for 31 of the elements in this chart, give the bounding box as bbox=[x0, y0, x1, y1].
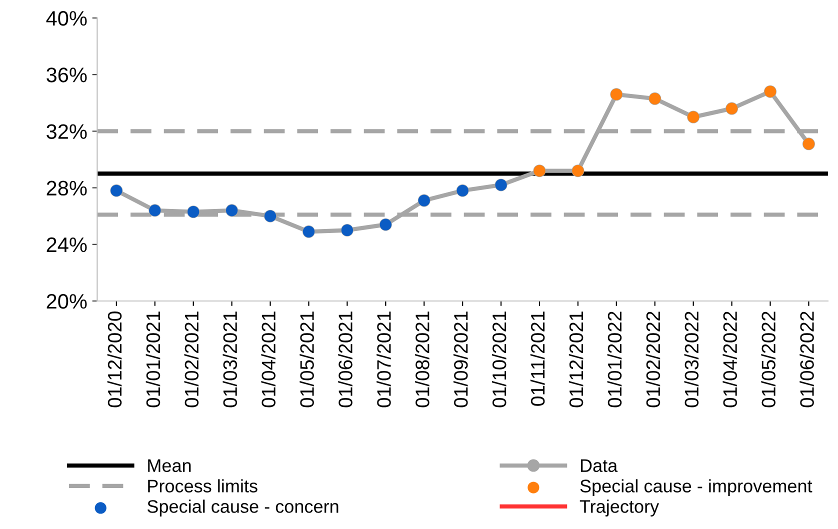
x-tick-label: 01/01/2021 bbox=[146, 312, 160, 408]
x-tick-label: 01/05/2022 bbox=[761, 312, 776, 408]
y-tick-label: 40% bbox=[46, 10, 87, 26]
x-tick-label: 01/12/2020 bbox=[107, 311, 122, 408]
x-tick-label: 01/10/2021 bbox=[492, 312, 506, 408]
legend-label: Process limits bbox=[148, 479, 258, 492]
y-tick-label: 28% bbox=[46, 180, 87, 196]
legend-label: Mean bbox=[148, 459, 191, 472]
y-tick-label: 24% bbox=[46, 237, 87, 252]
x-tick-label: 01/02/2021 bbox=[184, 312, 199, 408]
x-tick-label: 01/11/2021 bbox=[530, 312, 545, 406]
y-tick-label: 32% bbox=[46, 124, 87, 139]
x-tick-label: 01/06/2021 bbox=[338, 312, 352, 408]
x-tick-label: 01/07/2021 bbox=[376, 312, 391, 408]
x-tick-label: 01/05/2021 bbox=[300, 312, 314, 408]
y-tick-label: 20% bbox=[46, 294, 87, 309]
x-tick-label: 01/03/2022 bbox=[684, 312, 699, 408]
x-tick-label: 01/04/2022 bbox=[722, 312, 738, 408]
legend-label: Data bbox=[580, 459, 618, 472]
x-tick-label: 01/02/2022 bbox=[646, 312, 660, 408]
x-tick-label: 01/09/2021 bbox=[454, 312, 468, 408]
x-tick-label: 01/06/2022 bbox=[800, 312, 814, 408]
legend-label: Special cause - improvement bbox=[580, 479, 812, 496]
x-tick-label: 01/01/2022 bbox=[607, 312, 622, 408]
y-tick-label: 36% bbox=[46, 68, 87, 82]
legend-label: Trajectory bbox=[580, 500, 660, 516]
x-tick-label: 01/04/2021 bbox=[261, 312, 276, 408]
x-tick-label: 01/03/2021 bbox=[222, 312, 238, 408]
x-tick-label: 01/08/2021 bbox=[415, 312, 430, 408]
legend-label: Special cause - concern bbox=[147, 500, 338, 516]
x-tick-label: 01/12/2021 bbox=[568, 312, 584, 408]
